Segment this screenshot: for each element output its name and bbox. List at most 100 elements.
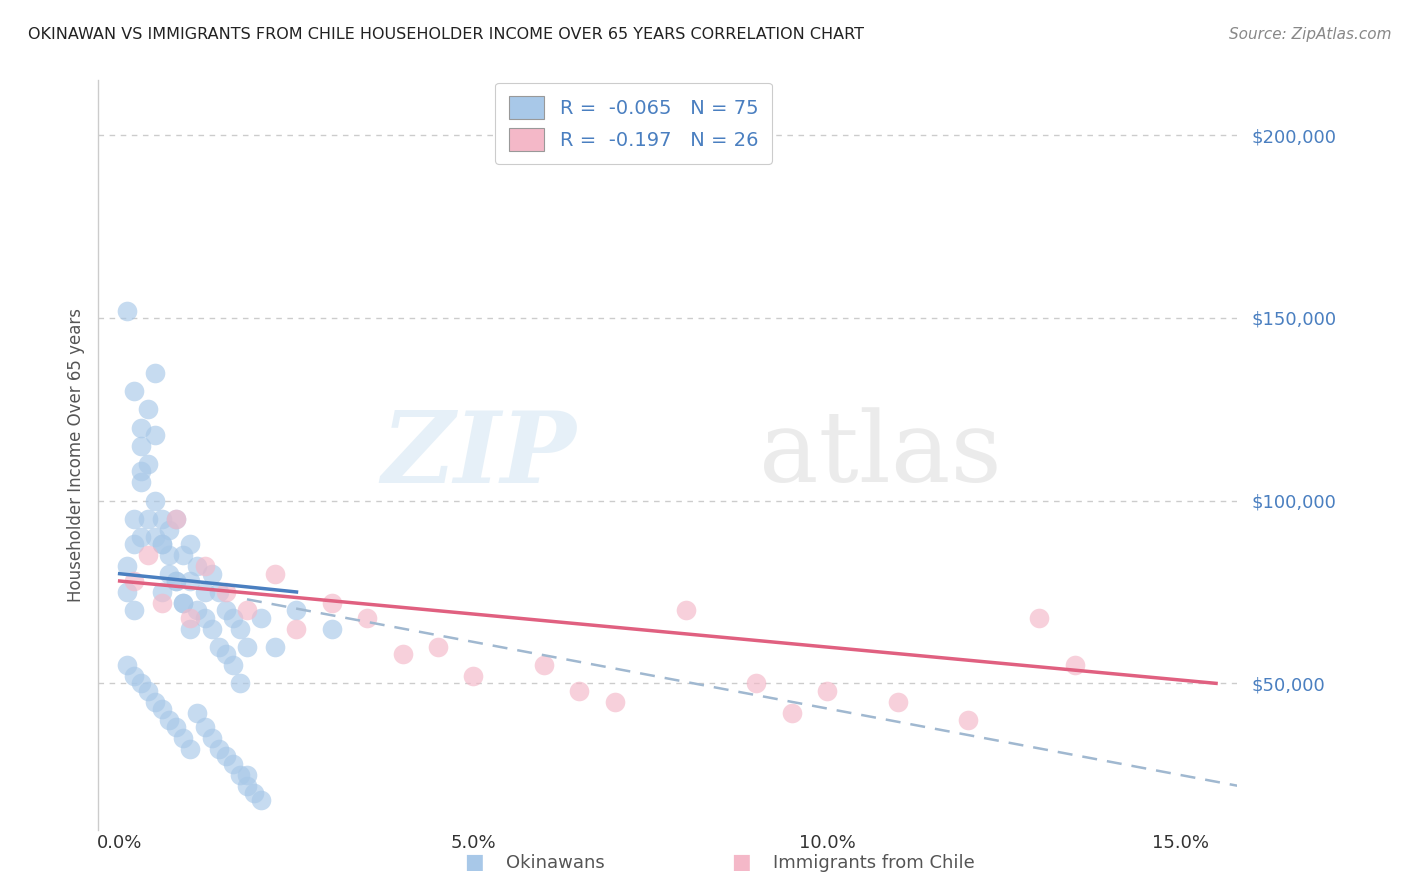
Point xyxy=(229,768,252,782)
Point xyxy=(157,566,180,581)
Point xyxy=(222,658,245,673)
Point xyxy=(129,530,152,544)
Text: ■: ■ xyxy=(731,853,751,872)
Point xyxy=(285,622,308,636)
Point xyxy=(229,622,252,636)
Point xyxy=(215,603,238,617)
Point xyxy=(172,596,194,610)
Point xyxy=(122,512,145,526)
Point xyxy=(136,457,159,471)
Point xyxy=(150,537,173,551)
Point xyxy=(957,713,980,727)
Point xyxy=(129,464,152,478)
Point xyxy=(1063,658,1085,673)
Point xyxy=(193,585,215,599)
Point xyxy=(200,731,222,746)
Point xyxy=(780,706,803,720)
Point xyxy=(243,786,266,800)
Point xyxy=(1028,610,1050,624)
Point xyxy=(186,559,208,574)
Point xyxy=(172,596,194,610)
Point xyxy=(887,695,910,709)
Point xyxy=(136,512,159,526)
Point xyxy=(193,559,215,574)
Point xyxy=(222,756,245,771)
Point xyxy=(129,475,152,490)
Text: Okinawans: Okinawans xyxy=(506,855,605,872)
Point xyxy=(426,640,449,654)
Point xyxy=(143,530,166,544)
Point xyxy=(143,366,166,380)
Point xyxy=(356,610,378,624)
Point xyxy=(165,512,187,526)
Point xyxy=(236,603,259,617)
Point xyxy=(165,574,187,588)
Point xyxy=(236,640,259,654)
Point xyxy=(165,720,187,734)
Point xyxy=(815,683,838,698)
Point xyxy=(129,420,152,434)
Point xyxy=(250,610,273,624)
Point xyxy=(129,676,152,690)
Point xyxy=(179,622,201,636)
Point xyxy=(122,603,145,617)
Point xyxy=(143,493,166,508)
Point xyxy=(150,596,173,610)
Point xyxy=(264,566,287,581)
Point xyxy=(391,647,413,661)
Point xyxy=(193,720,215,734)
Point xyxy=(115,658,138,673)
Point xyxy=(136,402,159,417)
Legend: R =  -0.065   N = 75, R =  -0.197   N = 26: R = -0.065 N = 75, R = -0.197 N = 26 xyxy=(495,82,772,164)
Point xyxy=(150,702,173,716)
Point xyxy=(115,585,138,599)
Point xyxy=(321,622,343,636)
Point xyxy=(200,622,222,636)
Point xyxy=(157,713,180,727)
Text: Immigrants from Chile: Immigrants from Chile xyxy=(773,855,974,872)
Point xyxy=(179,537,201,551)
Point xyxy=(143,695,166,709)
Y-axis label: Householder Income Over 65 years: Householder Income Over 65 years xyxy=(66,308,84,602)
Point xyxy=(215,647,238,661)
Point xyxy=(157,549,180,563)
Point xyxy=(745,676,768,690)
Point xyxy=(122,574,145,588)
Point xyxy=(568,683,591,698)
Point xyxy=(157,523,180,537)
Point xyxy=(264,640,287,654)
Point xyxy=(179,574,201,588)
Point xyxy=(129,439,152,453)
Point xyxy=(172,549,194,563)
Text: OKINAWAN VS IMMIGRANTS FROM CHILE HOUSEHOLDER INCOME OVER 65 YEARS CORRELATION C: OKINAWAN VS IMMIGRANTS FROM CHILE HOUSEH… xyxy=(28,27,865,42)
Point xyxy=(215,585,238,599)
Point xyxy=(285,603,308,617)
Point xyxy=(150,512,173,526)
Point xyxy=(250,793,273,807)
Point xyxy=(136,549,159,563)
Point xyxy=(236,768,259,782)
Text: ZIP: ZIP xyxy=(382,407,576,503)
Text: atlas: atlas xyxy=(759,407,1001,503)
Point xyxy=(236,779,259,793)
Point xyxy=(165,512,187,526)
Point xyxy=(115,559,138,574)
Point xyxy=(229,676,252,690)
Point xyxy=(533,658,555,673)
Point xyxy=(215,749,238,764)
Text: ■: ■ xyxy=(464,853,484,872)
Point xyxy=(122,669,145,683)
Point xyxy=(675,603,697,617)
Point xyxy=(186,603,208,617)
Point xyxy=(193,610,215,624)
Text: Source: ZipAtlas.com: Source: ZipAtlas.com xyxy=(1229,27,1392,42)
Point xyxy=(179,742,201,756)
Point xyxy=(208,742,231,756)
Point xyxy=(208,640,231,654)
Point xyxy=(321,596,343,610)
Point xyxy=(200,566,222,581)
Point xyxy=(186,706,208,720)
Point xyxy=(150,537,173,551)
Point xyxy=(172,731,194,746)
Point xyxy=(122,384,145,398)
